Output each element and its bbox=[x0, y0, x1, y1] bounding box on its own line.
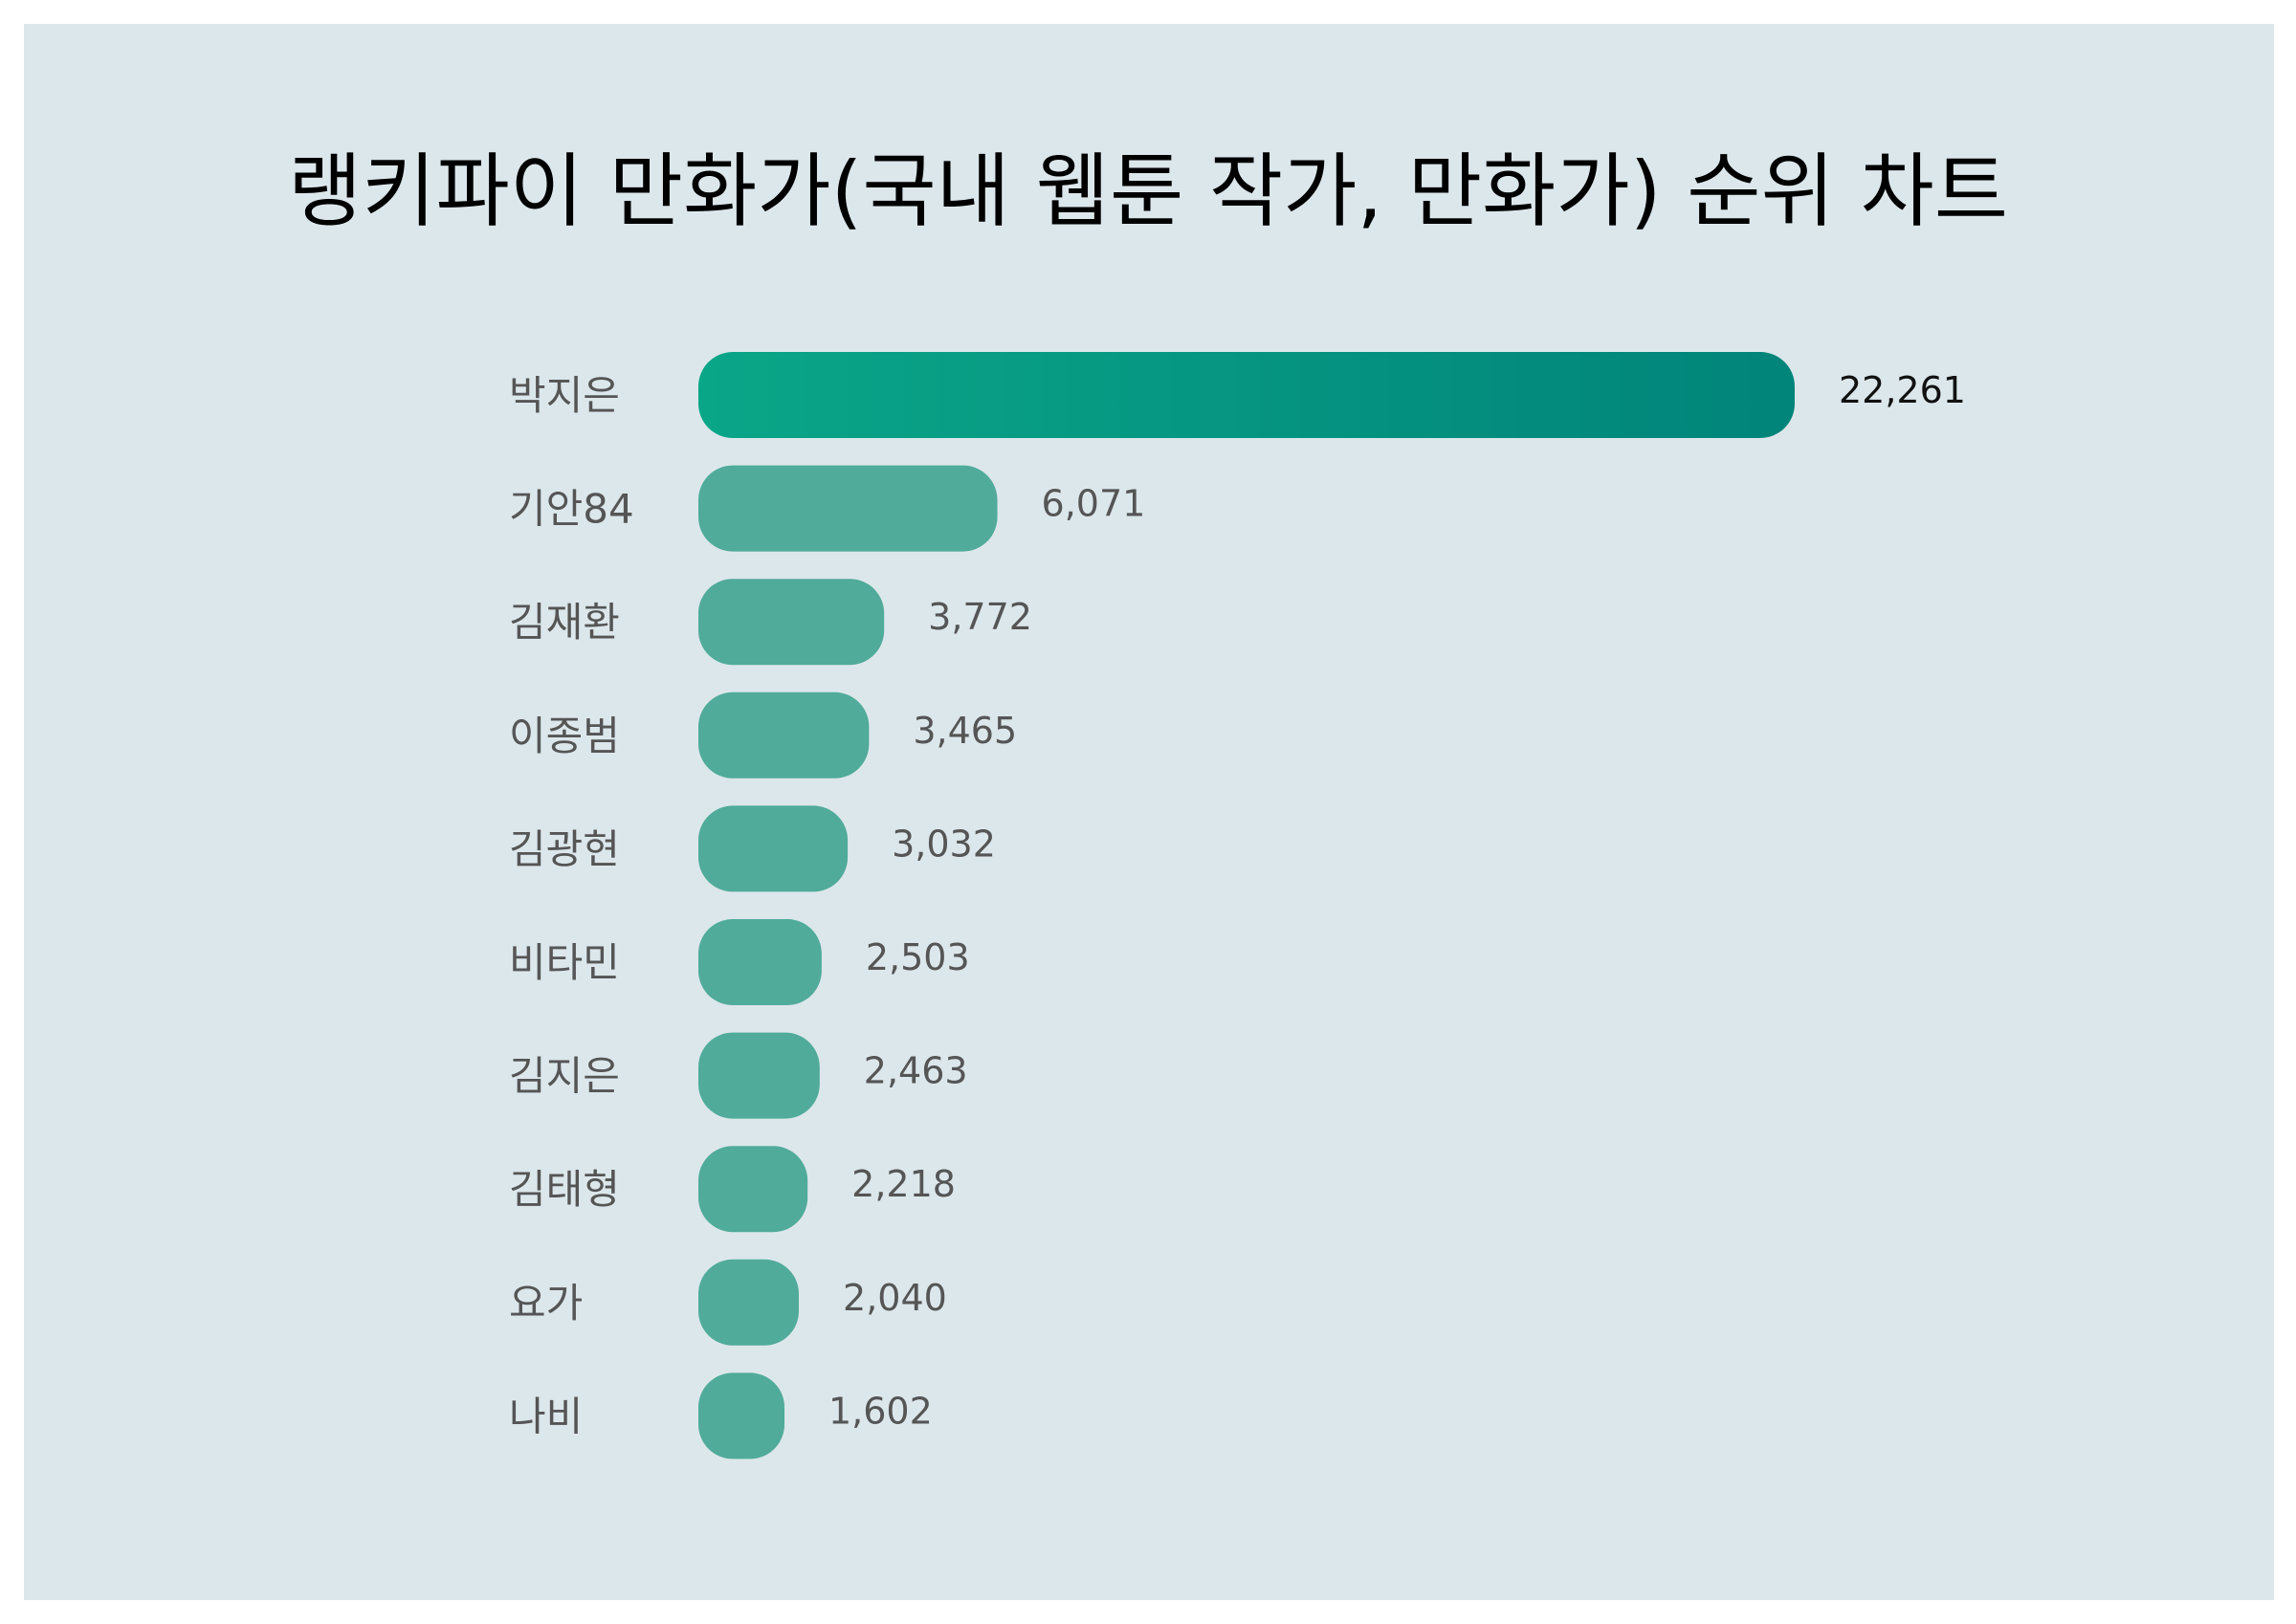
bar bbox=[698, 465, 998, 552]
category-label: 나비 bbox=[509, 1393, 583, 1439]
bar bbox=[698, 352, 1795, 438]
category-label: 비타민 bbox=[509, 939, 620, 986]
value-label: 1,602 bbox=[828, 1390, 933, 1432]
category-label: 김재환 bbox=[509, 599, 620, 646]
bar bbox=[698, 1259, 800, 1346]
value-label: 2,503 bbox=[866, 936, 970, 978]
value-label: 2,218 bbox=[851, 1163, 956, 1205]
value-label: 2,463 bbox=[864, 1050, 968, 1092]
chart-background bbox=[24, 24, 2274, 1600]
value-label: 22,261 bbox=[1839, 369, 1966, 411]
value-label: 6,071 bbox=[1042, 483, 1146, 525]
category-label: 김태형 bbox=[509, 1166, 620, 1213]
category-label: 이종범 bbox=[509, 713, 620, 759]
value-label: 3,772 bbox=[928, 596, 1032, 638]
value-label: 2,040 bbox=[843, 1277, 947, 1319]
category-label: 박지은 bbox=[509, 372, 620, 419]
bar bbox=[698, 1372, 784, 1459]
category-label: 김지은 bbox=[509, 1053, 620, 1100]
bar bbox=[698, 579, 885, 666]
bar bbox=[698, 1032, 820, 1119]
bar bbox=[698, 919, 822, 1005]
category-label: 기안84 bbox=[509, 486, 634, 533]
value-label: 3,465 bbox=[913, 710, 1017, 752]
bar bbox=[698, 805, 849, 892]
category-label: 김광현 bbox=[509, 825, 620, 872]
chart-title: 랭키파이 만화가(국내 웹툰 작가, 만화가) 순위 차트 bbox=[287, 144, 2009, 238]
value-label: 3,032 bbox=[892, 823, 996, 865]
bar bbox=[698, 1146, 808, 1233]
bar bbox=[698, 691, 870, 779]
category-label: 요가 bbox=[509, 1280, 583, 1327]
